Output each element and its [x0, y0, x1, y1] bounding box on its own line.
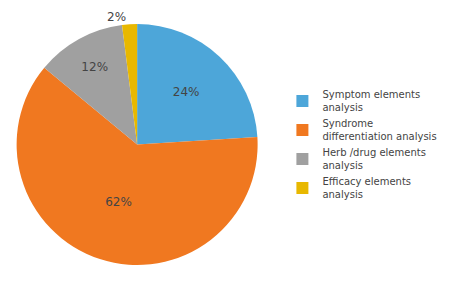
svg-text:24%: 24%: [173, 85, 200, 99]
svg-text:Syndromedifferentiation analys: Syndromedifferentiation analysis: [322, 118, 436, 142]
svg-text:2%: 2%: [107, 10, 126, 24]
svg-text:12%: 12%: [81, 60, 108, 74]
svg-text:Symptom elementsanalysis: Symptom elementsanalysis: [322, 89, 420, 113]
svg-text:Efficacy elementsanalysis: Efficacy elementsanalysis: [322, 176, 411, 200]
svg-text:Herb /drug elementsanalysis: Herb /drug elementsanalysis: [322, 147, 425, 171]
svg-text:62%: 62%: [105, 195, 132, 209]
